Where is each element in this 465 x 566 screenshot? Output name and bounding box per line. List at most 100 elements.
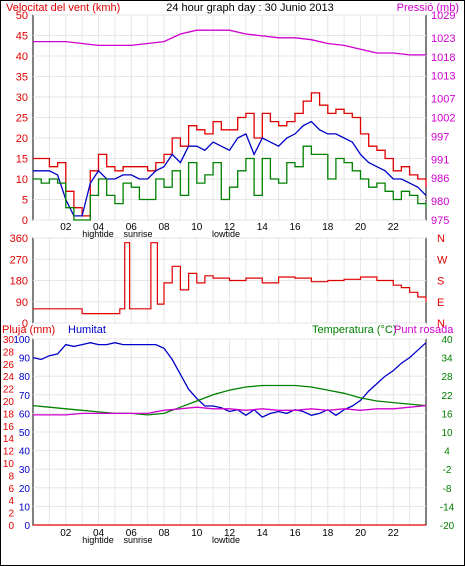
tick-label: 22 <box>3 385 15 396</box>
tick-label: 1002 <box>431 113 455 125</box>
tick-label: 08 <box>158 222 170 233</box>
tick-label: 04 <box>93 222 105 233</box>
tick-label: 40 <box>16 51 28 63</box>
pressure-axis-title: Pressió (mb) <box>397 2 459 14</box>
tick-label: 10 <box>3 459 15 470</box>
tide-label-hightide: hightide <box>82 229 114 239</box>
tick-label: 02 <box>60 528 72 539</box>
series-line-red <box>33 92 427 217</box>
tick-label: 180 <box>10 276 28 288</box>
climate-series-group <box>32 342 427 526</box>
tick-label: 1018 <box>431 52 455 64</box>
dewpoint-axis-title: Punt rosada <box>394 324 454 336</box>
tick-label: -2 <box>443 465 452 476</box>
series-line-blue <box>33 120 427 217</box>
tick-label: 25 <box>16 113 28 125</box>
tick-label: 270 <box>10 254 28 266</box>
tick-label: 90 <box>16 297 28 309</box>
rain-humidity-axis: 0246810121416182022242628300102030405060… <box>3 335 31 532</box>
tick-label: 16 <box>441 409 453 420</box>
tick-label: 1013 <box>431 71 455 83</box>
tick-label: 1029 <box>431 10 455 22</box>
tick-label: 2 <box>8 509 14 520</box>
tick-label: 60 <box>19 409 31 420</box>
tide-label-sunrise: sunrise <box>123 229 152 239</box>
tick-label: 22 <box>388 222 400 233</box>
tide-label-lowtide: lowtide <box>212 535 240 545</box>
series-line-blue <box>32 342 427 418</box>
series-line-magenta <box>33 404 427 416</box>
tick-label: 40 <box>19 447 31 458</box>
tick-label: 34 <box>441 354 453 365</box>
tick-label: 100 <box>13 335 30 346</box>
tick-label: 02 <box>60 222 72 233</box>
tick-label: -14 <box>440 502 455 513</box>
tick-label: 10 <box>441 428 453 439</box>
tick-label: 12 <box>3 447 15 458</box>
tick-label: 06 <box>126 528 138 539</box>
tick-label: 16 <box>3 422 15 433</box>
tick-label: 50 <box>16 10 28 22</box>
tick-label: 06 <box>126 222 138 233</box>
tick-label: 1023 <box>431 33 455 45</box>
series-line-green <box>32 384 427 416</box>
tick-label: 975 <box>431 215 449 227</box>
direction-panel-grid <box>33 237 426 324</box>
tick-label: 6 <box>8 484 14 495</box>
tick-label: 45 <box>16 31 28 43</box>
tick-label: 22 <box>441 391 453 402</box>
tick-label: 0 <box>24 521 30 532</box>
tick-label: 8 <box>8 471 14 482</box>
series-line-green <box>33 145 427 221</box>
wind-time-axis: 02 04 06 08 10 12 14 16 18 20 22 <box>60 222 399 233</box>
tick-label: 35 <box>16 72 28 84</box>
compass-label: W <box>437 254 448 266</box>
tick-label: 10 <box>19 502 31 513</box>
tick-label: 20 <box>19 484 31 495</box>
series-line-magenta <box>33 29 426 56</box>
tick-label: 980 <box>431 196 449 208</box>
tick-label: -20 <box>440 521 455 532</box>
tick-label: 28 <box>441 372 453 383</box>
climate-time-axis: 02 04 06 08 10 12 14 16 18 20 22 <box>60 528 399 539</box>
tick-label: 14 <box>257 222 269 233</box>
tick-label: 0 <box>8 521 14 532</box>
tick-label: 24 <box>3 372 15 383</box>
wind-tide-labels: hightide sunrise lowtide <box>82 229 240 239</box>
tick-label: 70 <box>19 391 31 402</box>
humidity-axis-title: Humitat <box>68 324 106 336</box>
climate-tide-labels: hightide sunrise lowtide <box>82 535 240 545</box>
tick-label: 26 <box>3 360 15 371</box>
tick-label: 22 <box>388 528 400 539</box>
tick-label: 18 <box>322 528 334 539</box>
tick-label: 08 <box>158 528 170 539</box>
compass-label: S <box>437 276 444 288</box>
tick-label: 4 <box>444 447 450 458</box>
rain-axis-title: Pluja (mm) <box>2 324 55 336</box>
tick-label: 10 <box>191 528 203 539</box>
tick-label: 18 <box>322 222 334 233</box>
chart-title: 24 hour graph day : 30 Junio 2013 <box>166 2 334 14</box>
tick-label: 12 <box>224 528 236 539</box>
tick-label: 80 <box>19 372 31 383</box>
tick-label: 10 <box>191 222 203 233</box>
tide-label-lowtide: lowtide <box>212 229 240 239</box>
compass-label: N <box>437 233 445 245</box>
tick-label: 04 <box>93 528 105 539</box>
tick-label: 90 <box>19 354 31 365</box>
tick-label: 20 <box>355 222 367 233</box>
tick-label: 14 <box>257 528 269 539</box>
tick-label: 30 <box>19 465 31 476</box>
tick-label: 0 <box>22 215 28 227</box>
tick-label: 14 <box>3 434 15 445</box>
tick-label: 40 <box>441 335 453 346</box>
tick-label: 986 <box>431 173 449 185</box>
tide-label-sunrise: sunrise <box>123 535 152 545</box>
direction-series-group <box>33 242 427 315</box>
tick-label: 12 <box>224 222 236 233</box>
tick-label: 30 <box>3 335 15 346</box>
tick-label: 1007 <box>431 94 455 106</box>
tick-label: 20 <box>16 133 28 145</box>
